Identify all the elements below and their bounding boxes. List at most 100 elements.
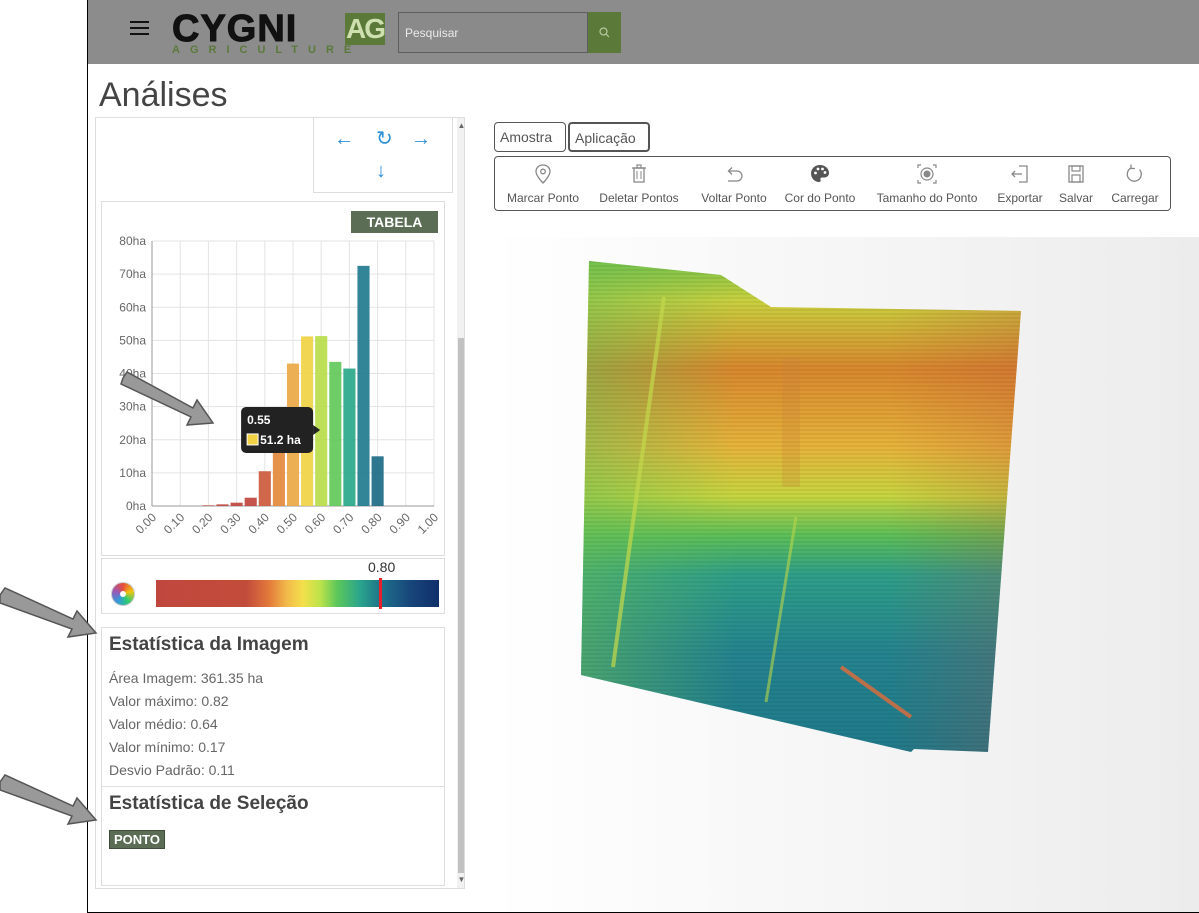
x-tick-label: 0.30: [217, 510, 244, 537]
map-panel: Amostra Aplicação Marcar Ponto Deletar P…: [481, 117, 1199, 913]
x-tick-label: 0.90: [387, 510, 414, 537]
save-button[interactable]: Salvar: [1053, 163, 1099, 205]
field-ndvi-map[interactable]: [491, 237, 1199, 913]
arrow-down-icon[interactable]: ↓: [376, 160, 386, 182]
sidebar-scrollbar[interactable]: ▲ ▼: [457, 118, 465, 888]
export-button[interactable]: Exportar: [991, 163, 1049, 205]
navigation-controls: ← ↻ → ↓: [313, 118, 453, 193]
undo-icon: [694, 163, 774, 187]
histogram-bar: [357, 265, 370, 506]
color-scale-marker[interactable]: [379, 578, 382, 609]
y-tick-label: 50ha: [119, 333, 146, 347]
tooltip-box: [241, 406, 314, 453]
x-tick-label: 0.40: [246, 510, 273, 537]
tool-label: Deletar Pontos: [599, 191, 679, 205]
tool-label: Exportar: [997, 191, 1043, 205]
histogram-bar: [216, 504, 229, 506]
histogram-bar: [315, 336, 328, 506]
load-button[interactable]: Carregar: [1105, 163, 1165, 205]
search-input[interactable]: [398, 12, 588, 53]
point-color-button[interactable]: Cor do Ponto: [780, 163, 860, 205]
y-tick-label: 60ha: [119, 300, 146, 314]
stat-min: Valor mínimo: 0.17: [109, 739, 226, 755]
tab-aplicacao[interactable]: Aplicação: [568, 122, 650, 152]
point-size-icon: [870, 163, 984, 187]
y-tick-label: 10ha: [119, 466, 146, 480]
x-tick-label: 0.20: [189, 510, 216, 537]
histogram-bar: [230, 502, 243, 506]
stat-stddev: Desvio Padrão: 0.11: [109, 762, 235, 778]
x-tick-label: 0.70: [330, 510, 357, 537]
tool-label: Salvar: [1058, 191, 1093, 205]
logo-text: CYGNI: [171, 8, 298, 50]
undo-point-button[interactable]: Voltar Ponto: [694, 163, 774, 205]
color-scale-bar[interactable]: [156, 580, 439, 607]
logo-badge: AG: [345, 13, 386, 45]
x-tick-label: 1.00: [415, 510, 442, 537]
stat-max: Valor máximo: 0.82: [109, 693, 229, 709]
x-tick-label: 0.10: [161, 510, 188, 537]
histogram-bar: [343, 368, 356, 506]
stat-mean: Valor médio: 0.64: [109, 716, 218, 732]
histogram-bar: [258, 471, 271, 506]
table-button[interactable]: TABELA: [351, 211, 438, 233]
scroll-thumb[interactable]: [458, 338, 464, 873]
top-bar: CYGNI AG AGRICULTURE: [88, 0, 1199, 64]
histogram-bar: [244, 497, 257, 506]
x-tick-label: 0.60: [302, 510, 329, 537]
reload-icon: [1105, 163, 1165, 187]
image-statistics: Estatística da Imagem Área Imagem: 361.3…: [101, 627, 445, 787]
stat-area: Área Imagem: 361.35 ha: [109, 670, 264, 686]
y-tick-label: 30ha: [119, 400, 146, 414]
refresh-icon[interactable]: ↻: [376, 128, 393, 150]
y-tick-label: 80ha: [119, 234, 146, 248]
delete-points-button[interactable]: Deletar Pontos: [594, 163, 684, 205]
logo[interactable]: CYGNI AG AGRICULTURE: [171, 8, 387, 57]
tool-label: Tamanho do Ponto: [876, 191, 978, 205]
hamburger-menu-icon[interactable]: [130, 17, 154, 41]
y-tick-label: 20ha: [119, 433, 146, 447]
tool-label: Voltar Ponto: [701, 191, 767, 205]
scroll-up-icon[interactable]: ▲: [457, 121, 465, 130]
scroll-down-icon[interactable]: ▼: [457, 875, 465, 884]
tab-amostra[interactable]: Amostra: [494, 122, 566, 152]
selection-statistics-title: Estatística de Seleção: [109, 793, 309, 814]
point-badge[interactable]: PONTO: [109, 830, 165, 849]
search-button[interactable]: [588, 12, 621, 53]
point-size-button[interactable]: Tamanho do Ponto: [870, 163, 984, 205]
search-icon: [599, 27, 610, 38]
tooltip-swatch: [246, 433, 259, 446]
tool-label: Marcar Ponto: [506, 191, 580, 205]
sample-toolbar: Marcar Ponto Deletar Pontos Voltar Ponto…: [494, 156, 1171, 211]
map-pin-icon: [502, 163, 584, 187]
selection-statistics: Estatística de Seleção PONTO: [101, 786, 445, 886]
tool-label: Cor do Ponto: [784, 191, 856, 205]
tool-label: Carregar: [1111, 191, 1159, 205]
tooltip-value: 51.2 ha: [260, 433, 301, 447]
histogram-panel: TABELA 0ha 10ha 20ha 30ha 40ha 50ha 60ha 70ha 80…: [101, 201, 445, 556]
annotation-arrow-icon: [0, 587, 98, 638]
y-tick-label: 0ha: [126, 499, 146, 513]
annotation-arrow-icon: [120, 371, 215, 426]
color-wheel-icon[interactable]: [111, 582, 135, 606]
color-scale-panel: 0.80: [101, 558, 445, 614]
palette-icon: [780, 163, 860, 187]
arrow-left-icon[interactable]: ←: [334, 128, 354, 150]
x-tick-label: 0.00: [133, 510, 160, 537]
x-tick-label: 0.50: [274, 510, 301, 537]
histogram-bar: [202, 505, 215, 506]
arrow-right-icon[interactable]: →: [411, 128, 431, 150]
save-icon: [1053, 163, 1099, 187]
color-scale-value: 0.80: [368, 559, 396, 575]
app-window: CYGNI AG AGRICULTURE Análises ← ↻ → ↓ TA…: [87, 0, 1199, 913]
page-title: Análises: [99, 76, 228, 114]
analysis-sidebar: ← ↻ → ↓ TABELA 0ha 10ha 20ha 30ha 40ha 50ha 60…: [95, 117, 465, 889]
map-viewer[interactable]: [491, 237, 1199, 913]
logo-subtitle: AGRICULTURE: [172, 44, 362, 56]
mark-point-button[interactable]: Marcar Ponto: [502, 163, 584, 205]
export-icon: [991, 163, 1049, 187]
annotation-arrow-icon: [0, 774, 98, 825]
tooltip-pointer: [313, 424, 321, 435]
trash-icon: [594, 163, 684, 187]
y-tick-label: 70ha: [119, 267, 146, 281]
